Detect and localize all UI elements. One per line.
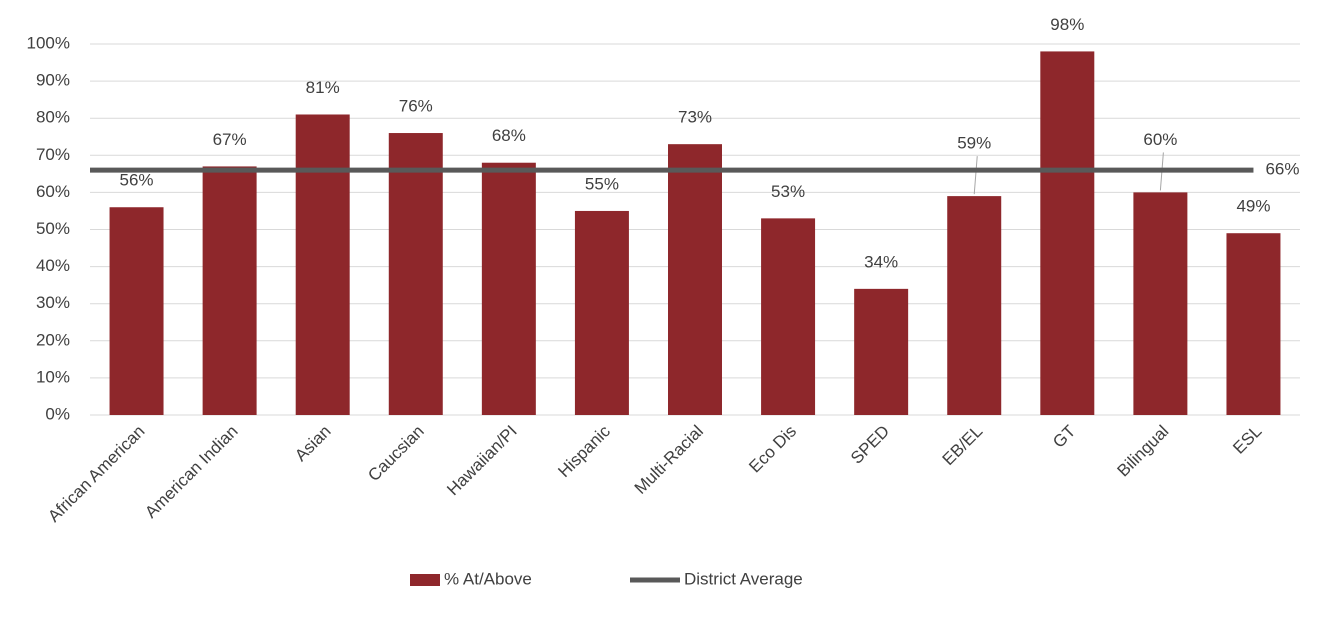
bar	[481, 162, 536, 415]
data-label: 68%	[492, 126, 526, 145]
y-tick-label: 10%	[36, 367, 70, 386]
data-label: 98%	[1050, 15, 1084, 34]
data-label: 55%	[585, 174, 619, 193]
x-tick-label: Bilingual	[1114, 422, 1173, 481]
data-label: 53%	[771, 182, 805, 201]
x-tick-label: Hawaiian/PI	[443, 422, 521, 500]
bar	[1133, 192, 1188, 415]
y-tick-label: 40%	[36, 256, 70, 275]
y-tick-label: 100%	[27, 33, 70, 52]
x-tick-label: EB/EL	[939, 422, 987, 470]
data-label: 73%	[678, 108, 712, 127]
bar	[1040, 51, 1095, 416]
data-label: 56%	[120, 171, 154, 190]
x-tick-label: Asian	[291, 422, 335, 466]
x-tick-label: Eco Dis	[745, 422, 800, 477]
y-tick-label: 90%	[36, 71, 70, 90]
bar	[668, 144, 722, 416]
x-tick-label: Caucsian	[364, 422, 428, 486]
bar	[1226, 233, 1281, 415]
data-label: 49%	[1236, 197, 1270, 216]
x-tick-label: GT	[1049, 422, 1079, 452]
x-tick-label: American Indian	[141, 422, 241, 522]
y-tick-label: 20%	[36, 330, 70, 349]
legend-label: % At/Above	[444, 569, 532, 588]
y-tick-label: 80%	[36, 108, 70, 127]
bar	[947, 196, 1002, 415]
data-label: 67%	[213, 130, 247, 149]
bar	[388, 133, 443, 416]
data-label: 34%	[864, 252, 898, 271]
bar	[109, 207, 164, 415]
y-tick-label: 30%	[36, 293, 70, 312]
y-tick-label: 50%	[36, 219, 70, 238]
x-tick-label: Multi-Racial	[631, 422, 707, 498]
data-label: 60%	[1143, 130, 1177, 149]
y-tick-label: 70%	[36, 145, 70, 164]
x-tick-label: African American	[44, 422, 148, 526]
legend-swatch	[410, 574, 440, 586]
y-tick-label: 0%	[45, 404, 70, 423]
leader-line	[973, 156, 978, 195]
legend-label: District Average	[684, 569, 803, 588]
bar	[854, 288, 909, 415]
x-tick-label: Hispanic	[554, 421, 614, 481]
bar	[202, 166, 257, 415]
average-label: 66%	[1265, 160, 1299, 179]
data-label: 76%	[399, 97, 433, 116]
bar	[574, 210, 629, 415]
data-label: 59%	[957, 134, 991, 153]
bar	[295, 114, 350, 416]
bar	[761, 218, 816, 415]
data-label: 81%	[306, 78, 340, 97]
y-tick-label: 60%	[36, 182, 70, 201]
x-tick-label: ESL	[1229, 422, 1265, 458]
x-tick-label: SPED	[847, 422, 893, 468]
